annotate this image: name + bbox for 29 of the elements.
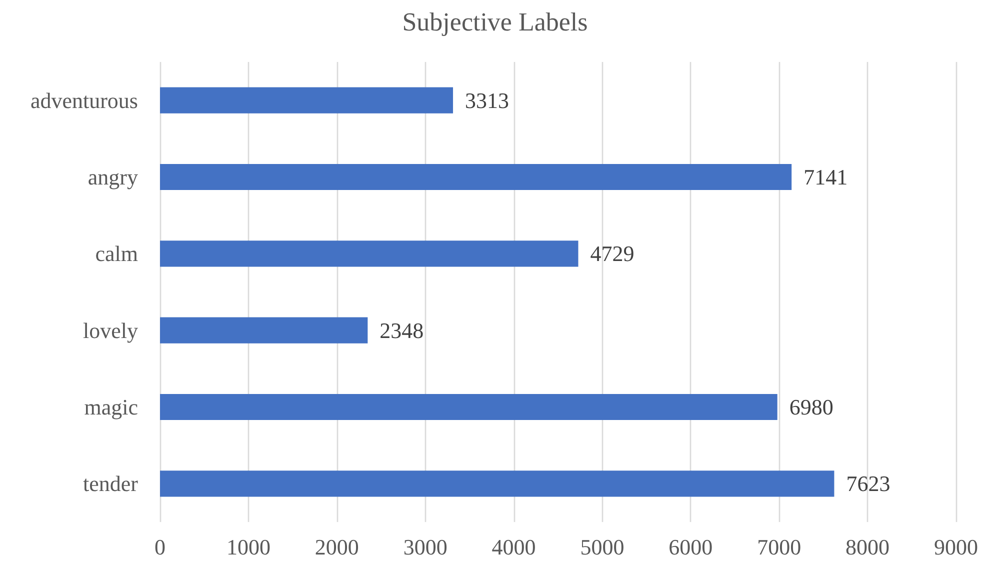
bar xyxy=(160,240,578,267)
x-tick-label: 4000 xyxy=(492,534,536,560)
bar xyxy=(160,317,368,344)
data-label: 7141 xyxy=(804,164,848,190)
data-label: 3313 xyxy=(465,88,510,113)
x-tick-label: 6000 xyxy=(668,534,713,560)
x-tick-label: 2000 xyxy=(314,534,359,560)
x-tick-label: 9000 xyxy=(934,534,978,560)
x-tick-label: 8000 xyxy=(846,534,890,560)
x-tick-label: 3000 xyxy=(403,534,448,560)
bar xyxy=(160,87,454,114)
data-label: 4729 xyxy=(590,241,634,266)
y-tick-label: calm xyxy=(95,241,138,266)
x-tick-label: 0 xyxy=(154,534,166,560)
y-tick-label: magic xyxy=(84,394,138,420)
y-tick-label: adventurous xyxy=(30,88,138,113)
x-tick-label: 7000 xyxy=(757,534,802,560)
y-tick-label: tender xyxy=(83,471,139,496)
data-label: 2348 xyxy=(380,318,424,343)
x-tick-label: 1000 xyxy=(226,534,270,560)
x-tick-label: 5000 xyxy=(580,534,624,560)
y-tick-label: lovely xyxy=(83,318,138,343)
bar xyxy=(160,394,778,420)
y-tick-label: angry xyxy=(88,164,138,190)
data-label: 6980 xyxy=(789,394,834,420)
bar xyxy=(160,164,792,190)
chart-title: Subjective Labels xyxy=(402,8,588,36)
data-label: 7623 xyxy=(846,471,890,496)
bar xyxy=(160,470,834,497)
